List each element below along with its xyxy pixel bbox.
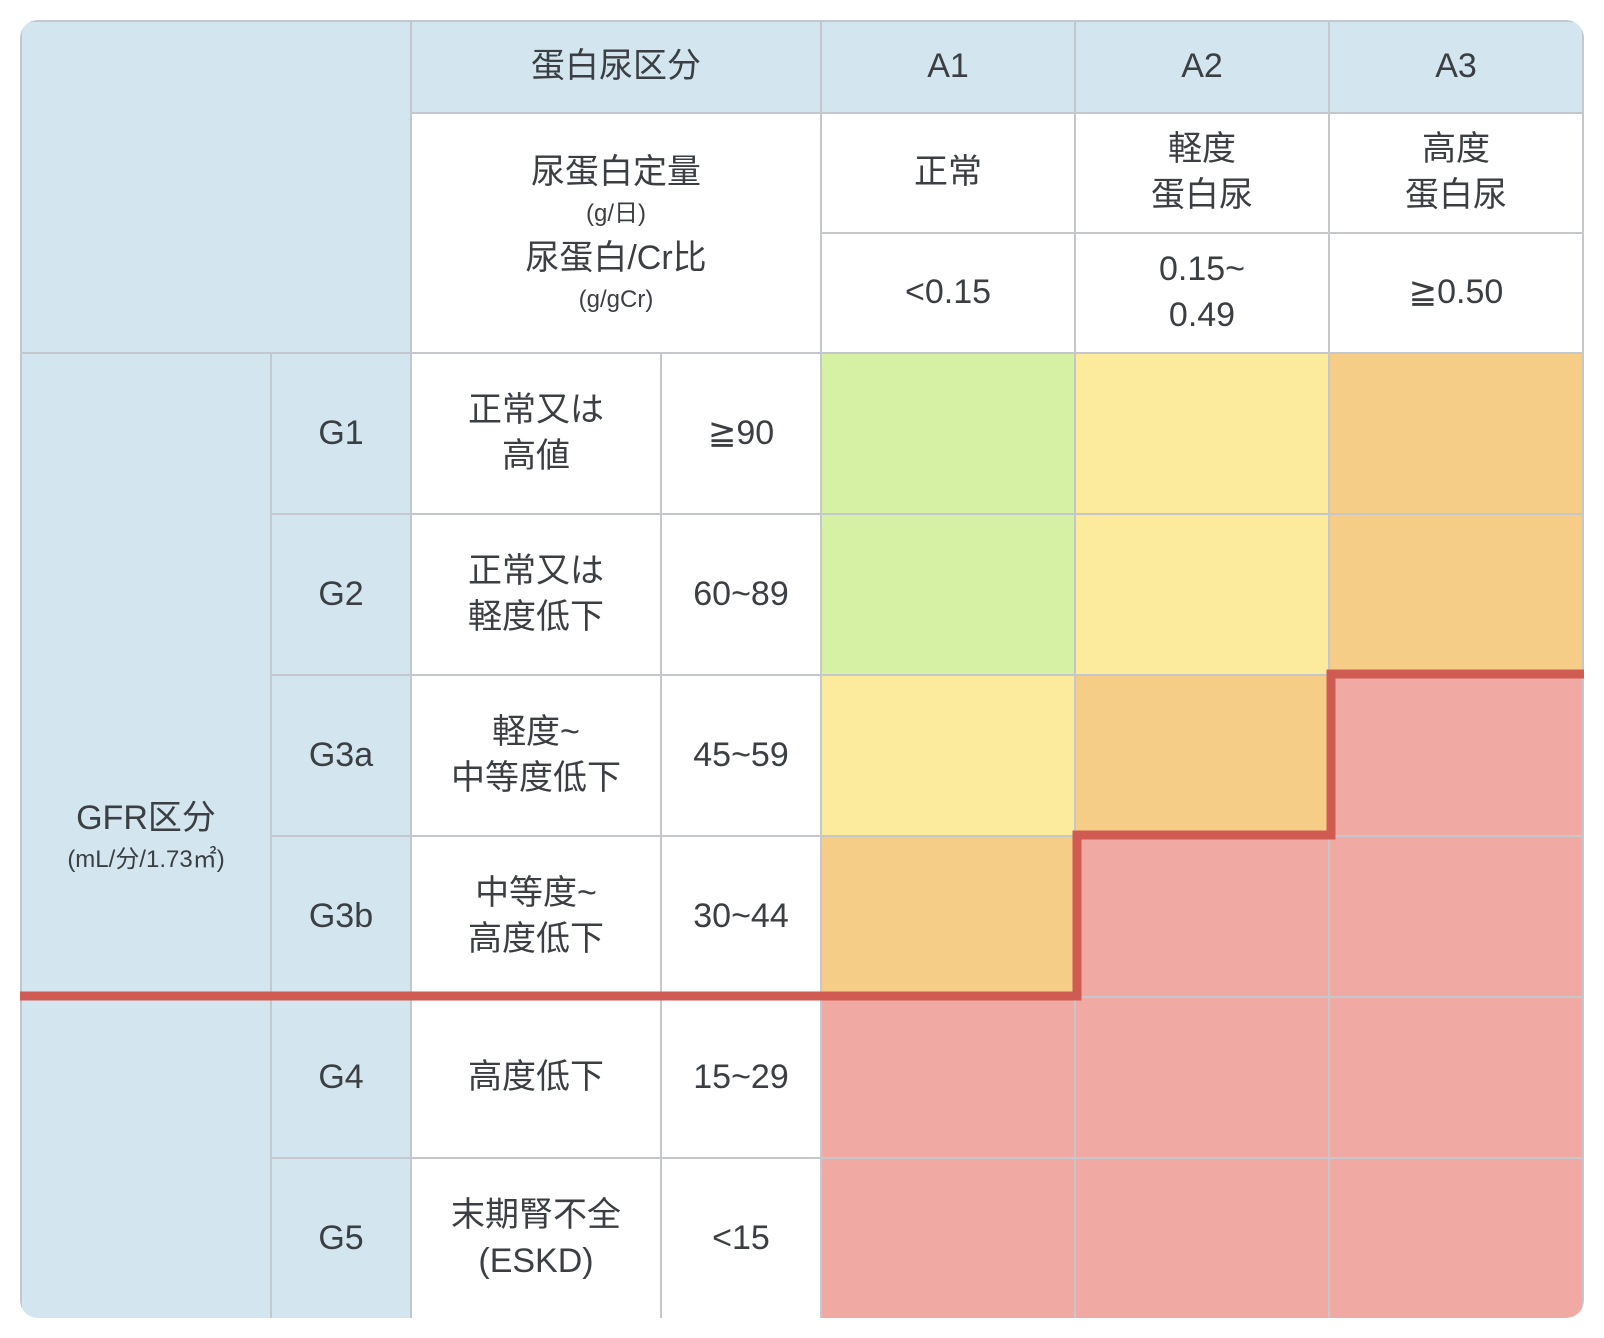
a2-range: 0.15~ 0.49 <box>1075 233 1329 353</box>
gfr-desc-5: 末期腎不全 (ESKD) <box>411 1158 661 1318</box>
gfr-range-4: 15~29 <box>661 997 821 1158</box>
cell-5-a1 <box>821 1158 1075 1318</box>
measure-unit2: (g/gCr) <box>416 284 816 316</box>
gfr-desc-3-l2: 高度低下 <box>416 917 656 963</box>
measure-label: 尿蛋白定量 (g/日) 尿蛋白/Cr比 (g/gCr) <box>411 113 821 353</box>
a3-label: 高度 蛋白尿 <box>1329 113 1583 233</box>
cell-0-a1 <box>821 353 1075 514</box>
gfr-desc-1: 正常又は 軽度低下 <box>411 514 661 675</box>
gfr-desc-2: 軽度~ 中等度低下 <box>411 675 661 836</box>
col-a1: A1 <box>821 21 1075 113</box>
cell-1-a1 <box>821 514 1075 675</box>
gfr-desc-2-l2: 中等度低下 <box>416 756 656 802</box>
a2-range-l2: 0.49 <box>1080 293 1324 339</box>
gfr-range-2: 45~59 <box>661 675 821 836</box>
measure-line2: 尿蛋白/Cr比 <box>416 236 816 282</box>
gfr-code-4: G4 <box>271 997 411 1158</box>
gfr-title-cell: GFR区分 (mL/分/1.73㎡) <box>21 353 271 1318</box>
gfr-desc-0-l2: 高値 <box>416 434 656 480</box>
gfr-code-5: G5 <box>271 1158 411 1318</box>
cell-4-a1 <box>821 997 1075 1158</box>
cell-0-a3 <box>1329 353 1583 514</box>
cell-1-a2 <box>1075 514 1329 675</box>
cell-2-a1 <box>821 675 1075 836</box>
ckd-heatmap-table: 蛋白尿区分 A1 A2 A3 尿蛋白定量 (g/日) 尿蛋白/Cr比 (g/gC… <box>20 20 1584 1318</box>
cell-5-a3 <box>1329 1158 1583 1318</box>
gfr-desc-0: 正常又は 高値 <box>411 353 661 514</box>
gfr-desc-1-l1: 正常又は <box>416 549 656 595</box>
cell-2-a2 <box>1075 675 1329 836</box>
gfr-unit: (mL/分/1.73㎡) <box>26 844 266 876</box>
a1-label: 正常 <box>821 113 1075 233</box>
cell-4-a3 <box>1329 997 1583 1158</box>
a3-label-l2: 蛋白尿 <box>1334 173 1578 219</box>
gfr-desc-4: 高度低下 <box>411 997 661 1158</box>
cell-1-a3 <box>1329 514 1583 675</box>
gfr-desc-4-l1: 高度低下 <box>416 1055 656 1101</box>
gfr-code-3: G3b <box>271 836 411 997</box>
gfr-desc-3: 中等度~ 高度低下 <box>411 836 661 997</box>
gfr-desc-1-l2: 軽度低下 <box>416 595 656 641</box>
cell-2-a3 <box>1329 675 1583 836</box>
a2-range-l1: 0.15~ <box>1080 247 1324 293</box>
cell-4-a2 <box>1075 997 1329 1158</box>
gfr-desc-5-l1: 末期腎不全 <box>416 1193 656 1239</box>
col-a2: A2 <box>1075 21 1329 113</box>
a3-label-l1: 高度 <box>1334 127 1578 173</box>
gfr-desc-3-l1: 中等度~ <box>416 871 656 917</box>
gfr-code-1: G2 <box>271 514 411 675</box>
cell-3-a3 <box>1329 836 1583 997</box>
cell-5-a2 <box>1075 1158 1329 1318</box>
corner-blank <box>21 21 411 353</box>
cell-0-a2 <box>1075 353 1329 514</box>
measure-unit1: (g/日) <box>416 198 816 230</box>
measure-line1: 尿蛋白定量 <box>531 153 701 191</box>
a2-label: 軽度 蛋白尿 <box>1075 113 1329 233</box>
a2-label-l1: 軽度 <box>1080 127 1324 173</box>
gfr-range-0: ≧90 <box>661 353 821 514</box>
gfr-range-1: 60~89 <box>661 514 821 675</box>
cell-3-a1 <box>821 836 1075 997</box>
gfr-range-3: 30~44 <box>661 836 821 997</box>
gfr-range-5: <15 <box>661 1158 821 1318</box>
a2-label-l2: 蛋白尿 <box>1080 173 1324 219</box>
a3-range: ≧0.50 <box>1329 233 1583 353</box>
gfr-title: GFR区分 <box>76 799 216 837</box>
gfr-desc-0-l1: 正常又は <box>416 388 656 434</box>
gfr-code-2: G3a <box>271 675 411 836</box>
gfr-desc-5-l2: (ESKD) <box>416 1239 656 1285</box>
gfr-code-0: G1 <box>271 353 411 514</box>
proteinuria-title: 蛋白尿区分 <box>411 21 821 113</box>
a1-range: <0.15 <box>821 233 1075 353</box>
gfr-desc-2-l1: 軽度~ <box>416 710 656 756</box>
col-a3: A3 <box>1329 21 1583 113</box>
classification-table: 蛋白尿区分 A1 A2 A3 尿蛋白定量 (g/日) 尿蛋白/Cr比 (g/gC… <box>20 20 1584 1318</box>
cell-3-a2 <box>1075 836 1329 997</box>
